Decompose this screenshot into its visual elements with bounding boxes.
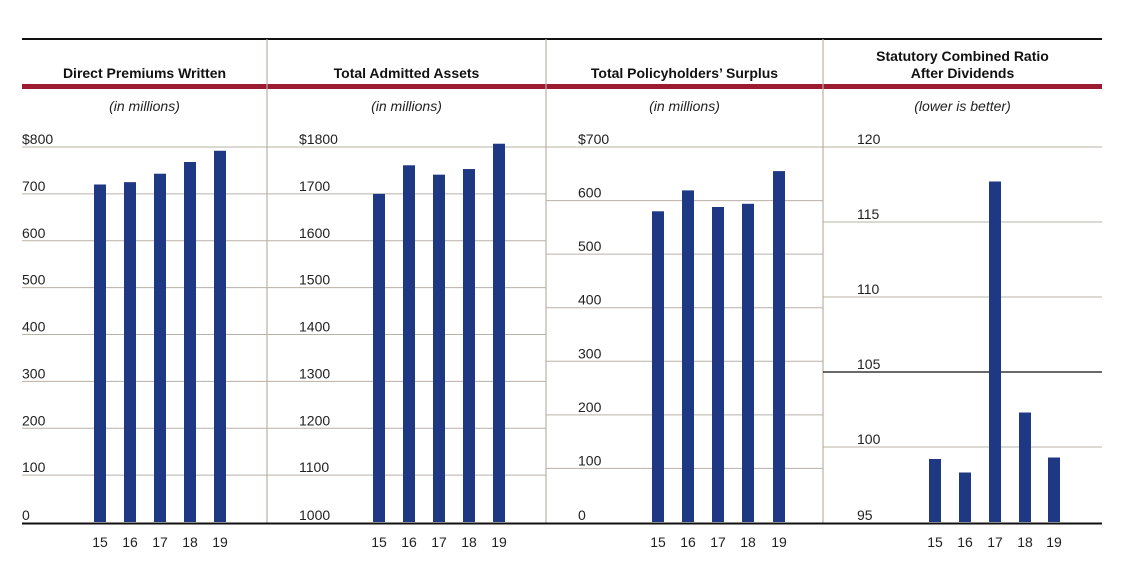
panel-2-y-tick-label: 1100 <box>299 459 329 475</box>
panel-4-bar-19 <box>1048 457 1060 522</box>
panel-2-bar-16 <box>403 165 415 522</box>
panel-2-bar-17 <box>433 174 445 522</box>
panel-3-y-tick-label: 200 <box>578 399 602 415</box>
panel-1-y-tick-label: 400 <box>22 319 46 335</box>
panel-3-y-tick-label: $700 <box>578 131 609 147</box>
panel-3-bar-19 <box>773 171 785 522</box>
panel-4-y-tick-label: 120 <box>857 131 881 147</box>
panel-2-y-tick-label: 1200 <box>299 412 330 428</box>
panel-2-bar-19 <box>493 143 505 522</box>
panel-3-bar-16 <box>682 190 694 522</box>
panel-1-y-tick-label: 600 <box>22 225 46 241</box>
panel-2-x-tick-label: 16 <box>401 534 417 550</box>
panel-3-bar-15 <box>652 211 664 523</box>
panel-1-bar-17 <box>154 173 166 522</box>
panel-3-y-tick-label: 100 <box>578 452 602 468</box>
panel-3-y-tick-label: 0 <box>578 507 586 523</box>
panel-3-x-tick-label: 16 <box>680 534 696 550</box>
panel-1-x-tick-label: 18 <box>182 534 198 550</box>
panel-1-subtitle: (in millions) <box>109 98 180 114</box>
panel-1-bar-19 <box>214 150 226 522</box>
panel-4-y-tick-label: 95 <box>857 507 873 523</box>
panel-2-y-tick-label: 1600 <box>299 225 330 241</box>
panel-1-x-tick-label: 17 <box>152 534 168 550</box>
panel-1-y-tick-label: $800 <box>22 131 53 147</box>
panel-2-title: Total Admitted Assets <box>334 65 480 81</box>
panel-2-y-tick-label: $1800 <box>299 131 338 147</box>
panel-4-x-tick-label: 19 <box>1046 534 1062 550</box>
panel-3-y-tick-label: 600 <box>578 185 602 201</box>
panel-2-y-tick-label: 1500 <box>299 272 330 288</box>
panel-1-x-tick-label: 15 <box>92 534 108 550</box>
panel-1-y-tick-label: 200 <box>22 412 46 428</box>
panel-2-y-tick-label: 1300 <box>299 365 330 381</box>
panel-1-y-tick-label: 300 <box>22 365 46 381</box>
title-underline-rule <box>22 84 1102 89</box>
panel-1-y-tick-label: 100 <box>22 459 46 475</box>
panel-1-bar-16 <box>124 182 136 522</box>
panel-2-bar-18 <box>463 169 475 522</box>
panel-4-y-tick-label: 110 <box>857 281 880 297</box>
panel-3-x-tick-label: 15 <box>650 534 666 550</box>
panel-3-y-tick-label: 400 <box>578 292 602 308</box>
panel-4-bar-17 <box>989 181 1001 522</box>
panel-3-x-tick-label: 17 <box>710 534 726 550</box>
panel-1-bar-18 <box>184 162 196 522</box>
panel-3-subtitle: (in millions) <box>649 98 720 114</box>
panel-2-y-tick-label: 1000 <box>299 507 330 523</box>
panel-1-x-tick-label: 16 <box>122 534 138 550</box>
panel-4-x-tick-label: 17 <box>987 534 1003 550</box>
panel-2-x-tick-label: 19 <box>491 534 507 550</box>
panel-4-y-tick-label: 105 <box>857 356 881 372</box>
panel-2-bar-15 <box>373 193 385 522</box>
panel-1-title: Direct Premiums Written <box>63 65 226 81</box>
panel-4-title-line-1: Statutory Combined Ratio <box>876 48 1049 64</box>
panel-4-y-tick-label: 100 <box>857 431 881 447</box>
panel-2-x-tick-label: 18 <box>461 534 477 550</box>
panel-3-bar-18 <box>742 203 754 523</box>
panel-4-bar-16 <box>959 472 971 522</box>
panel-3-x-tick-label: 19 <box>771 534 787 550</box>
panel-4-title-line-2: After Dividends <box>911 65 1015 81</box>
panel-2-y-tick-label: 1700 <box>299 178 330 194</box>
panel-4-y-tick-label: 115 <box>857 206 880 222</box>
panel-3-y-tick-label: 500 <box>578 238 602 254</box>
panel-1-y-tick-label: 0 <box>22 507 30 523</box>
panel-4-x-tick-label: 15 <box>927 534 943 550</box>
panel-3-title: Total Policyholders’ Surplus <box>591 65 778 81</box>
panel-2-x-tick-label: 15 <box>371 534 387 550</box>
panel-2-x-tick-label: 17 <box>431 534 447 550</box>
panel-4-x-tick-label: 16 <box>957 534 973 550</box>
panel-4-bar-18 <box>1019 412 1031 522</box>
panel-3-bar-17 <box>712 207 724 522</box>
panel-4-subtitle: (lower is better) <box>914 98 1010 114</box>
panel-2-y-tick-label: 1400 <box>299 319 330 335</box>
panel-1-y-tick-label: 700 <box>22 178 46 194</box>
panel-4-bar-15 <box>929 459 941 522</box>
panel-3-x-tick-label: 18 <box>740 534 756 550</box>
panel-1-bar-15 <box>94 184 106 522</box>
panel-3-y-tick-label: 300 <box>578 345 602 361</box>
panel-2-subtitle: (in millions) <box>371 98 442 114</box>
panel-4-x-tick-label: 18 <box>1017 534 1033 550</box>
panel-1-y-tick-label: 500 <box>22 272 46 288</box>
panel-1-x-tick-label: 19 <box>212 534 228 550</box>
